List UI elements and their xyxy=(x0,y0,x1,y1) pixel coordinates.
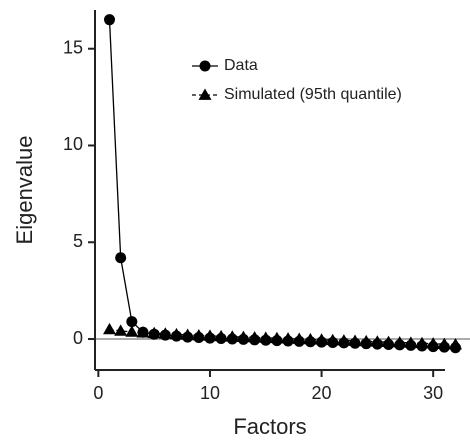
data-point xyxy=(248,330,262,343)
data-point xyxy=(382,335,396,348)
legend-marker xyxy=(198,88,212,100)
data-point xyxy=(225,330,239,342)
data-point xyxy=(236,330,250,342)
data-point xyxy=(114,324,128,336)
data-point xyxy=(169,327,183,340)
x-tick-label: 10 xyxy=(200,383,220,403)
data-point xyxy=(359,334,373,347)
x-tick-label: 20 xyxy=(312,383,332,403)
y-tick-label: 5 xyxy=(73,231,83,251)
y-tick-label: 10 xyxy=(63,134,83,154)
data-point xyxy=(426,337,440,349)
data-point xyxy=(147,326,161,339)
series-line xyxy=(108,19,456,349)
data-point xyxy=(181,328,195,340)
data-point xyxy=(292,332,306,344)
data-point xyxy=(348,334,362,346)
legend-label: Data xyxy=(224,57,258,74)
data-point xyxy=(158,327,172,339)
data-point xyxy=(103,322,117,335)
data-point xyxy=(104,14,116,26)
data-point xyxy=(259,331,273,343)
data-point xyxy=(437,337,451,349)
x-axis-label: Factors xyxy=(233,414,306,439)
data-point xyxy=(315,333,329,345)
data-point xyxy=(326,333,340,346)
data-point xyxy=(337,334,351,346)
data-point xyxy=(448,337,462,350)
data-point xyxy=(192,329,206,341)
data-point xyxy=(214,329,228,342)
y-tick-label: 15 xyxy=(63,37,83,57)
x-tick-label: 0 xyxy=(93,383,103,403)
data-point xyxy=(125,325,139,337)
data-point xyxy=(303,332,317,345)
data-point xyxy=(281,332,295,344)
legend-label: Simulated (95th quantile) xyxy=(224,86,402,103)
y-axis-label: Eigenvalue xyxy=(12,136,37,245)
data-point xyxy=(393,336,407,348)
x-tick-label: 30 xyxy=(423,383,443,403)
data-point xyxy=(404,336,418,348)
data-point xyxy=(203,329,217,341)
data-point xyxy=(370,335,384,347)
data-point xyxy=(270,331,284,344)
legend-marker xyxy=(199,60,211,72)
data-point xyxy=(126,316,138,328)
data-point xyxy=(115,252,127,264)
data-point xyxy=(136,326,150,338)
y-tick-label: 0 xyxy=(73,328,83,348)
data-point xyxy=(415,336,429,349)
